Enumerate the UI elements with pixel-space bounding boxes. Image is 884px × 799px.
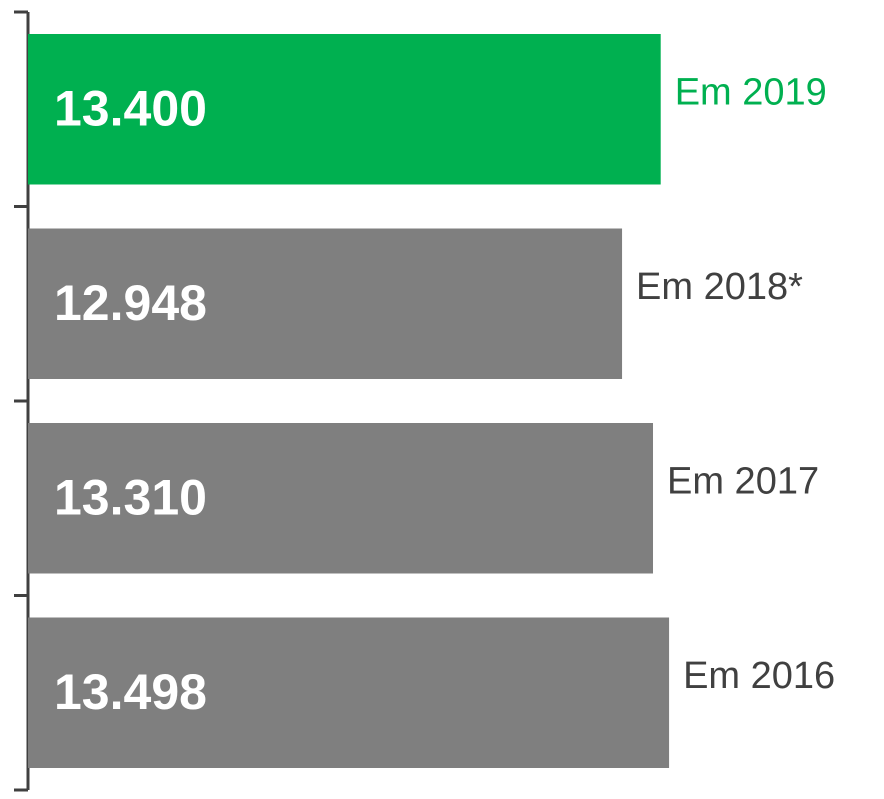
bar — [28, 228, 623, 379]
category-label: Em 2018* — [636, 266, 803, 308]
value-label: 13.400 — [54, 80, 207, 136]
category-label: Em 2017 — [667, 460, 819, 502]
bar — [28, 617, 670, 768]
value-label: 13.310 — [54, 469, 207, 525]
category-label: Em 2016 — [683, 655, 835, 697]
value-label: 13.498 — [54, 664, 207, 720]
value-label: 12.948 — [54, 275, 207, 331]
bar — [28, 423, 654, 574]
bar — [28, 34, 661, 185]
category-label: Em 2019 — [675, 71, 827, 113]
